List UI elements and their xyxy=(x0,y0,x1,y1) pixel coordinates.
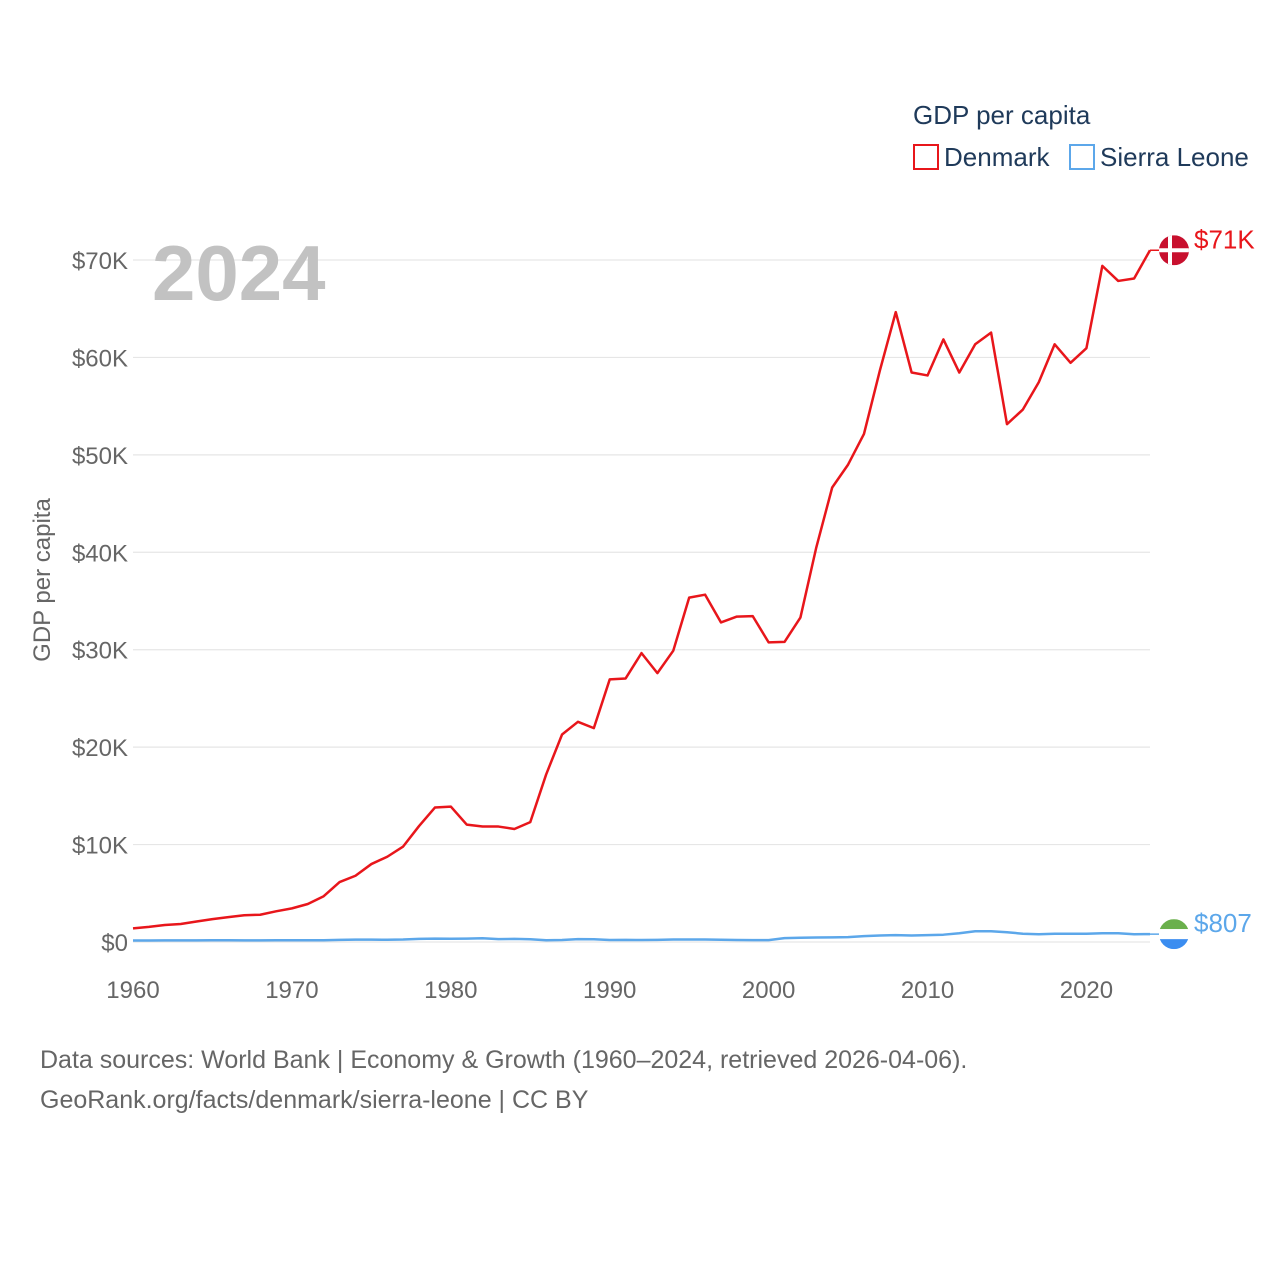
end-label-denmark: $71K xyxy=(1194,224,1255,254)
x-tick-label: 1980 xyxy=(424,977,477,1004)
legend-label-denmark: Denmark xyxy=(944,142,1050,172)
legend-label-sierra-leone: Sierra Leone xyxy=(1100,142,1249,172)
y-tick-label: $10K xyxy=(72,833,128,860)
source-line-1: Data sources: World Bank | Economy & Gro… xyxy=(40,1046,968,1074)
year-label: 2024 xyxy=(152,229,326,317)
y-tick-label: $20K xyxy=(72,735,128,762)
y-tick-label: $70K xyxy=(72,248,128,275)
legend-swatch-denmark xyxy=(913,144,939,170)
legend-item-sierra-leone[interactable]: Sierra Leone xyxy=(1069,142,1249,172)
legend-swatch-sierra-leone xyxy=(1069,144,1095,170)
x-tick-label: 1990 xyxy=(583,977,636,1004)
sierra-leone-flag-icon xyxy=(1159,919,1189,950)
series-line-denmark xyxy=(132,249,1152,930)
legend-item-denmark[interactable]: Denmark xyxy=(913,142,1050,172)
y-tick-label: $0 xyxy=(101,930,128,957)
source-line-2: GeoRank.org/facts/denmark/sierra-leone |… xyxy=(40,1086,589,1114)
x-tick-label: 1960 xyxy=(106,977,159,1004)
x-tick-label: 2010 xyxy=(901,977,954,1004)
data-source-note: Data sources: World Bank | Economy & Gro… xyxy=(40,1040,1240,1120)
y-tick-label: $60K xyxy=(72,345,128,372)
series-line-sierra-leone xyxy=(132,930,1151,942)
y-axis-title: GDP per capita xyxy=(29,498,56,662)
gridlines xyxy=(133,259,1150,943)
end-label-sierra-leone: $807 xyxy=(1194,908,1252,938)
y-axis: $0 $10K $20K $30K $40K $50K $60K $70K xyxy=(72,248,128,957)
x-tick-label: 2020 xyxy=(1060,977,1113,1004)
legend-title: GDP per capita xyxy=(913,100,1091,130)
x-axis: 1960 1970 1980 1990 2000 2010 2020 xyxy=(106,977,1113,1004)
y-tick-label: $50K xyxy=(72,443,128,470)
y-tick-label: $30K xyxy=(72,638,128,665)
x-tick-label: 1970 xyxy=(265,977,318,1004)
denmark-flag-icon xyxy=(1159,235,1189,266)
y-tick-label: $40K xyxy=(72,540,128,567)
x-tick-label: 2000 xyxy=(742,977,795,1004)
